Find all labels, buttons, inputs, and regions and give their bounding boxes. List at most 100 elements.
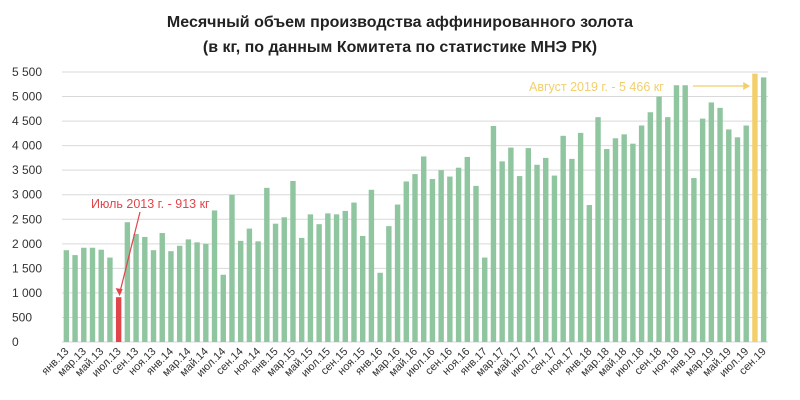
bar <box>185 239 192 342</box>
y-tick-label: 1 500 <box>12 261 42 275</box>
chart-title-line-2: (в кг, по данным Комитета по статистике … <box>203 39 597 56</box>
bar <box>264 187 270 342</box>
annotation-arrow-head <box>743 82 751 90</box>
bar <box>638 125 645 342</box>
x-axis-ticks: янв.13мар.13май.13июл.13сен.13ноя.13янв.… <box>40 346 769 380</box>
bar <box>604 149 610 342</box>
bar <box>63 250 70 342</box>
bar <box>290 180 296 342</box>
bar <box>194 242 200 342</box>
bar <box>752 73 758 342</box>
bar <box>717 107 723 342</box>
bar <box>124 222 131 342</box>
bar <box>490 126 497 342</box>
bar <box>159 233 165 342</box>
bar <box>98 249 104 342</box>
bar <box>281 217 287 342</box>
bar <box>272 223 279 342</box>
bar <box>595 117 601 342</box>
bar <box>176 245 183 342</box>
y-tick-label: 4 000 <box>12 139 42 153</box>
bar <box>760 77 767 343</box>
y-tick-label: 5 500 <box>12 65 42 79</box>
bar <box>72 255 78 342</box>
bar <box>699 118 706 343</box>
bar <box>691 178 697 342</box>
y-tick-label: 3 000 <box>12 188 42 202</box>
bar <box>708 102 715 342</box>
bar <box>516 176 523 342</box>
bar <box>360 235 366 342</box>
annotation-arrow-head <box>115 288 123 297</box>
bar <box>246 228 253 342</box>
bar <box>673 85 680 342</box>
bar <box>612 138 619 342</box>
bar <box>168 251 174 342</box>
bar <box>333 214 340 342</box>
bar <box>682 85 688 342</box>
bar <box>499 161 505 342</box>
y-tick-label: 4 500 <box>12 114 42 128</box>
bar <box>421 156 427 342</box>
bar <box>455 167 462 342</box>
bar <box>630 143 636 342</box>
bar <box>621 134 627 342</box>
bar <box>386 226 392 342</box>
bar <box>203 243 209 342</box>
y-axis-ticks: 0 500 1 000 1 500 2 000 2 500 3 000 3 500 4 000 4… <box>12 65 42 349</box>
bar <box>525 148 532 342</box>
bar <box>150 250 157 342</box>
bar <box>307 214 314 342</box>
bar <box>656 96 662 342</box>
bar <box>211 210 218 342</box>
bar <box>447 176 453 342</box>
bar <box>229 194 235 342</box>
bar <box>342 210 348 342</box>
bar <box>482 257 488 342</box>
bar <box>351 202 357 342</box>
bar <box>464 156 470 342</box>
y-tick-label: 500 <box>12 310 32 324</box>
bar <box>508 147 514 342</box>
y-tick-label: 0 <box>12 335 19 349</box>
bar <box>569 158 575 342</box>
bar <box>473 185 479 342</box>
y-tick-label: 5 000 <box>12 90 42 104</box>
annotation-arrow-line <box>119 211 141 294</box>
bar <box>560 135 566 342</box>
bar <box>325 213 331 342</box>
bar <box>89 247 96 342</box>
bar <box>237 240 244 342</box>
annotation-high: Август 2019 г. - 5 466 кг <box>529 80 664 94</box>
bar <box>403 181 409 342</box>
bar <box>551 175 558 342</box>
bar <box>438 170 444 342</box>
bar <box>577 132 584 342</box>
bar <box>115 297 122 342</box>
bar <box>107 257 113 342</box>
bar <box>133 234 139 342</box>
bar <box>586 205 593 342</box>
bar <box>647 112 654 342</box>
bar <box>743 125 749 342</box>
bar <box>543 157 549 342</box>
bar <box>534 164 540 342</box>
bar <box>665 117 671 342</box>
bar <box>220 274 226 342</box>
bar <box>316 224 322 342</box>
bar <box>412 174 418 342</box>
bar <box>394 204 401 342</box>
annotations: Июль 2013 г. - 913 кг Август 2019 г. - 5 … <box>91 80 751 297</box>
bar <box>255 241 261 342</box>
y-tick-label: 3 500 <box>12 163 42 177</box>
bars <box>63 73 767 343</box>
bar <box>734 137 741 342</box>
bar <box>368 189 375 342</box>
annotation-low: Июль 2013 г. - 913 кг <box>91 197 210 211</box>
y-tick-label: 2 500 <box>12 212 42 226</box>
bar <box>142 236 148 342</box>
bar <box>726 129 732 342</box>
bar <box>377 272 383 342</box>
bar <box>81 247 87 342</box>
